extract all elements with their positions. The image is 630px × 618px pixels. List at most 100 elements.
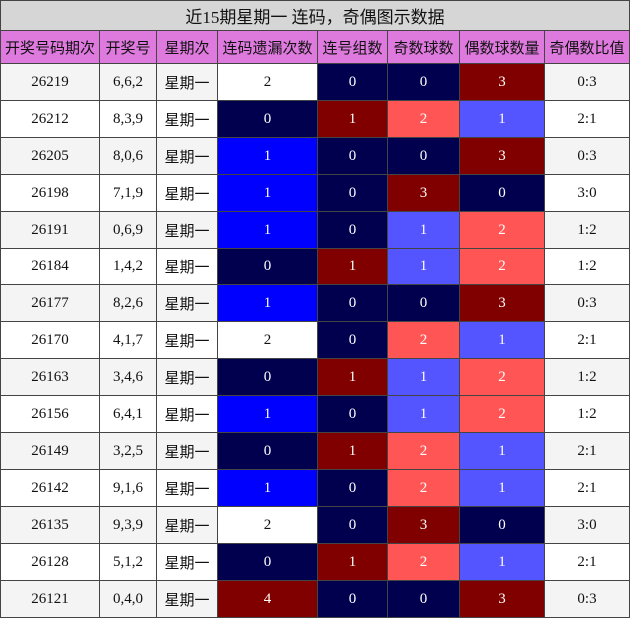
table-cell: 6,6,2 [100, 64, 157, 101]
table-cell: 26135 [0, 507, 100, 544]
table-cell: 0 [218, 433, 318, 470]
table-cell: 0 [388, 285, 460, 322]
table-cell: 1 [218, 138, 318, 175]
table-cell: 1 [218, 285, 318, 322]
table-cell: 0:3 [545, 285, 630, 322]
table-cell: 星期一 [157, 322, 218, 359]
table-cell: 1 [318, 101, 388, 138]
table-cell: 9,3,9 [100, 507, 157, 544]
table-cell: 0 [318, 507, 388, 544]
table-cell: 1 [218, 212, 318, 249]
table-cell: 1 [460, 470, 545, 507]
table-cell: 3,2,5 [100, 433, 157, 470]
table-cell: 7,1,9 [100, 175, 157, 212]
table-cell: 0 [318, 212, 388, 249]
table-cell: 0 [388, 581, 460, 618]
column-header: 开奖号 [100, 31, 157, 64]
table-cell: 1 [318, 433, 388, 470]
table-cell: 0,6,9 [100, 212, 157, 249]
table-cell: 0,4,0 [100, 581, 157, 618]
table-cell: 1:2 [545, 212, 630, 249]
table-cell: 1 [460, 101, 545, 138]
table-cell: 2:1 [545, 322, 630, 359]
table-cell: 1 [388, 212, 460, 249]
table-cell: 26198 [0, 175, 100, 212]
table-cell: 1 [460, 544, 545, 581]
table-cell: 0 [318, 138, 388, 175]
table-cell: 星期一 [157, 64, 218, 101]
table-cell: 0 [318, 285, 388, 322]
table-cell: 1 [388, 359, 460, 396]
table-cell: 26212 [0, 101, 100, 138]
table-cell: 0 [318, 64, 388, 101]
table-cell: 3:0 [545, 507, 630, 544]
table-cell: 1 [218, 396, 318, 433]
table-cell: 0 [460, 507, 545, 544]
table-cell: 星期一 [157, 581, 218, 618]
table-cell: 3,4,6 [100, 359, 157, 396]
table-cell: 星期一 [157, 470, 218, 507]
table-cell: 0 [218, 359, 318, 396]
table-cell: 2 [388, 544, 460, 581]
table-cell: 9,1,6 [100, 470, 157, 507]
table-cell: 2:1 [545, 433, 630, 470]
table-cell: 1 [460, 322, 545, 359]
table-cell: 2:1 [545, 544, 630, 581]
table-cell: 2 [388, 470, 460, 507]
table-cell: 26170 [0, 322, 100, 359]
table-cell: 星期一 [157, 396, 218, 433]
table-cell: 2 [460, 212, 545, 249]
table-cell: 1:2 [545, 359, 630, 396]
table-cell: 26219 [0, 64, 100, 101]
table-cell: 2 [388, 322, 460, 359]
table-cell: 1 [218, 470, 318, 507]
table-cell: 3 [388, 175, 460, 212]
table-cell: 0 [218, 544, 318, 581]
table-cell: 星期一 [157, 544, 218, 581]
table-cell: 26184 [0, 249, 100, 285]
table-cell: 26149 [0, 433, 100, 470]
table-cell: 3 [460, 581, 545, 618]
table-cell: 2 [460, 396, 545, 433]
table-cell: 0 [388, 138, 460, 175]
table-cell: 1 [218, 175, 318, 212]
table-cell: 星期一 [157, 359, 218, 396]
table-cell: 0:3 [545, 64, 630, 101]
table-cell: 1 [318, 359, 388, 396]
table-cell: 1 [460, 433, 545, 470]
table-cell: 1 [388, 396, 460, 433]
table-cell: 星期一 [157, 507, 218, 544]
table-cell: 0 [460, 175, 545, 212]
table-cell: 26121 [0, 581, 100, 618]
table-cell: 2 [218, 322, 318, 359]
table-cell: 1,4,2 [100, 249, 157, 285]
table-cell: 3:0 [545, 175, 630, 212]
table-cell: 2:1 [545, 101, 630, 138]
table-cell: 0 [218, 249, 318, 285]
table-cell: 2:1 [545, 470, 630, 507]
table-cell: 3 [460, 64, 545, 101]
table-cell: 0 [318, 470, 388, 507]
table-cell: 26177 [0, 285, 100, 322]
table-title: 近15期星期一 连码，奇偶图示数据 [0, 0, 630, 31]
column-header: 偶数球数量 [460, 31, 545, 64]
table-cell: 星期一 [157, 138, 218, 175]
table-cell: 2 [460, 359, 545, 396]
table-cell: 2 [460, 249, 545, 285]
table-cell: 4 [218, 581, 318, 618]
table-cell: 1 [318, 544, 388, 581]
table-cell: 5,1,2 [100, 544, 157, 581]
table-cell: 3 [460, 138, 545, 175]
table-cell: 26205 [0, 138, 100, 175]
column-header: 开奖号码期次 [0, 31, 100, 64]
table-cell: 星期一 [157, 101, 218, 138]
table-cell: 星期一 [157, 433, 218, 470]
table-cell: 0 [318, 175, 388, 212]
table-cell: 26191 [0, 212, 100, 249]
table-cell: 星期一 [157, 212, 218, 249]
table-cell: 26128 [0, 544, 100, 581]
table-cell: 0 [218, 101, 318, 138]
table-cell: 8,0,6 [100, 138, 157, 175]
table-cell: 1:2 [545, 396, 630, 433]
table-cell: 0 [318, 581, 388, 618]
